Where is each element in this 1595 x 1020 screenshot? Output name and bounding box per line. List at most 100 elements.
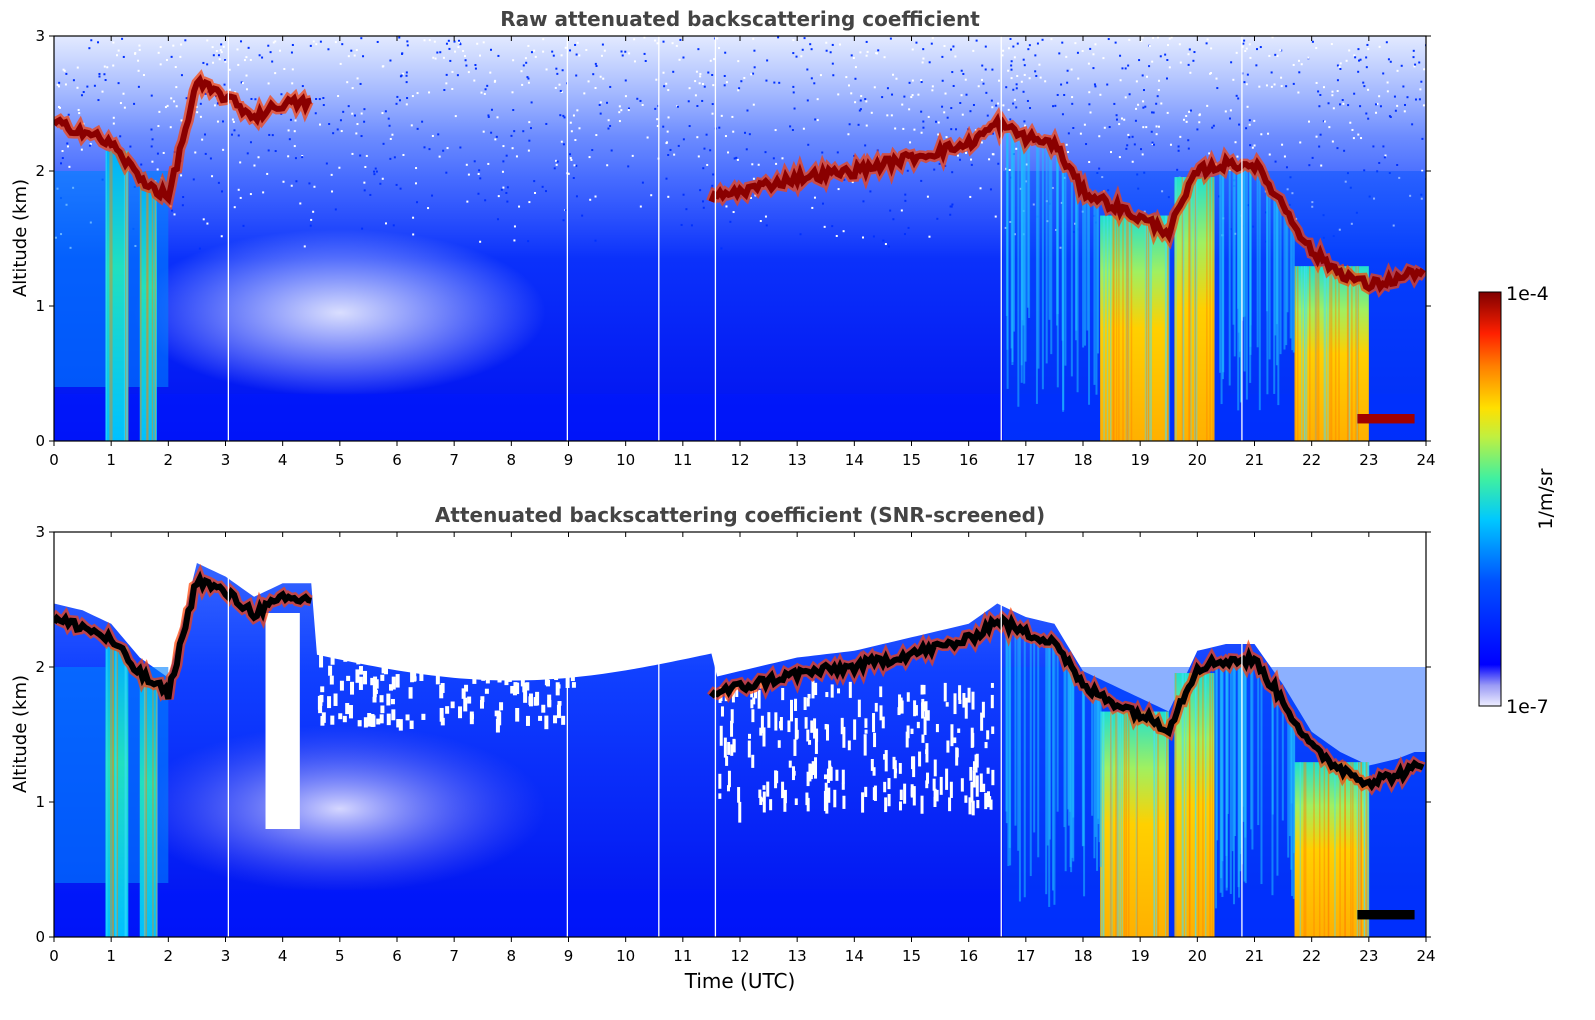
x-tick-label: 21 — [1245, 451, 1264, 469]
y-tick-label: 0 — [35, 432, 45, 450]
virga-streak — [1093, 196, 1096, 385]
x-tick-label: 20 — [1188, 451, 1207, 469]
virga-streak — [1231, 660, 1234, 852]
virga-streak — [1048, 142, 1051, 320]
virga-streak — [1237, 164, 1240, 333]
virga-streak — [1228, 164, 1231, 386]
x-tick-label: 16 — [959, 451, 978, 469]
virga-streak — [1045, 637, 1048, 895]
screened-out-region — [54, 532, 1426, 766]
y-tick-label: 2 — [35, 162, 45, 180]
colorbar-max-label: 1e-4 — [1506, 283, 1549, 305]
virga-streak — [1226, 660, 1229, 814]
x-tick-label: 23 — [1359, 451, 1378, 469]
x-tick-label: 2 — [164, 947, 174, 965]
virga-streak — [1291, 218, 1294, 351]
virga-streak — [1245, 164, 1248, 400]
virga-streak — [1017, 629, 1020, 851]
x-tick-label: 16 — [959, 947, 978, 965]
virga-streak — [1243, 164, 1246, 317]
colorbar-unit-label: 1/m/sr — [1535, 468, 1557, 529]
virga-streak — [1266, 180, 1269, 312]
virga-streak — [1024, 136, 1027, 362]
y-axis: 0 1 2 3 — [35, 27, 1431, 450]
y-tick-label: 3 — [35, 27, 45, 45]
virga-streak — [1048, 638, 1051, 907]
virga-streak — [1041, 141, 1044, 390]
virga-streak — [1097, 694, 1100, 825]
virga-streak — [1216, 662, 1219, 841]
virga-streak — [1290, 712, 1293, 870]
virga-streak — [1276, 691, 1279, 876]
y-axis-label: Altitude (km) — [10, 179, 31, 297]
x-tick-label: 1 — [106, 451, 116, 469]
virga-streak — [1018, 629, 1021, 902]
x-axis-label: Time (UTC) — [684, 969, 796, 993]
virga-streak — [1070, 665, 1073, 873]
virga-streak — [1029, 634, 1032, 877]
virga-streak — [1011, 130, 1014, 366]
virga-streak — [1099, 695, 1102, 867]
virga-streak — [1053, 639, 1056, 905]
virga-streak — [1023, 136, 1026, 384]
y-tick-label: 3 — [35, 523, 45, 541]
virga-streak — [1242, 660, 1245, 822]
y-tick-label: 1 — [35, 297, 45, 315]
virga-streak — [1076, 180, 1079, 393]
virga-streak — [1063, 654, 1066, 828]
x-tick-label: 15 — [902, 451, 921, 469]
virga-streak — [1283, 205, 1286, 350]
x-tick-label: 8 — [507, 947, 517, 965]
y-tick-label: 1 — [35, 793, 45, 811]
virga-streak — [1086, 192, 1089, 331]
virga-streak — [1096, 693, 1099, 871]
virga-streak — [1271, 684, 1274, 815]
x-tick-label: 11 — [673, 947, 692, 965]
precipitation-column — [139, 679, 157, 937]
virga-streak — [1082, 189, 1085, 348]
x-axis: 0 1 2 3 4 5 6 7 8 9 10 11 12 13 14 15 16 17 18 19 20 21 22 23 24 — [49, 532, 1436, 965]
virga-streak — [1275, 194, 1278, 325]
virga-streak — [1094, 692, 1097, 837]
precipitation-column — [1100, 215, 1169, 441]
x-tick-label: 3 — [221, 947, 231, 965]
virga-streak — [1288, 710, 1291, 837]
cloud-layer — [54, 73, 312, 206]
precipitation-column — [1294, 266, 1369, 441]
virga-streak — [1229, 660, 1232, 894]
x-tick-label: 12 — [730, 451, 749, 469]
virga-streak — [1005, 623, 1008, 824]
y-axis: 0 1 2 3 — [35, 523, 1431, 946]
virga-streak — [1292, 220, 1295, 353]
x-tick-label: 15 — [902, 947, 921, 965]
virga-streak — [1289, 215, 1292, 339]
x-tick-label: 23 — [1359, 947, 1378, 965]
x-tick-label: 14 — [845, 451, 864, 469]
virga-streak — [1082, 686, 1085, 846]
virga-streak — [1070, 171, 1073, 377]
virga-streak — [1220, 661, 1223, 879]
precipitation-column — [105, 150, 129, 441]
virga-streak — [1046, 638, 1049, 846]
virga-streak — [1274, 192, 1277, 336]
virga-streak — [1033, 634, 1036, 833]
x-tick-label: 19 — [1131, 947, 1150, 965]
virga-streak — [1096, 197, 1099, 354]
x-tick-label: 0 — [49, 947, 59, 965]
x-tick-label: 17 — [1016, 451, 1035, 469]
virga-streak — [1233, 660, 1236, 905]
virga-streak — [1249, 164, 1252, 326]
virga-streak — [1292, 716, 1295, 899]
x-tick-label: 13 — [788, 947, 807, 965]
virga-streak — [1220, 165, 1223, 405]
clear-air-region — [134, 725, 546, 893]
virga-streak — [1243, 660, 1246, 882]
virga-streak — [1250, 660, 1253, 830]
x-axis: 0 1 2 3 4 5 6 7 8 9 10 11 12 13 14 15 16 17 18 19 20 21 22 23 24 — [49, 36, 1436, 469]
virga-streak — [1007, 624, 1010, 867]
x-tick-label: 1 — [106, 947, 116, 965]
virga-streak — [1037, 635, 1040, 858]
virga-streak — [1221, 165, 1224, 380]
virga-streak — [1277, 196, 1280, 406]
